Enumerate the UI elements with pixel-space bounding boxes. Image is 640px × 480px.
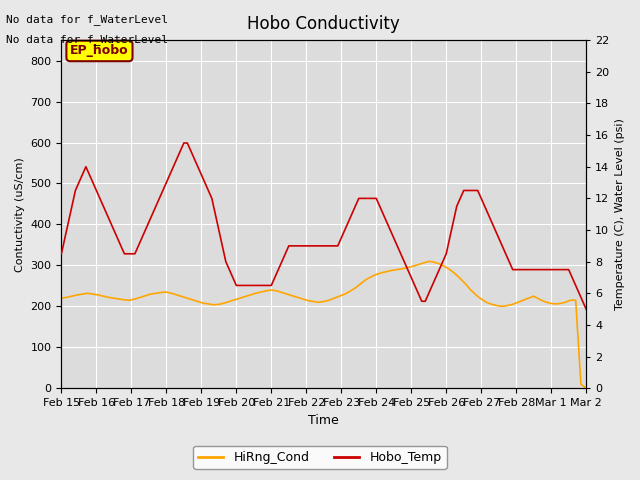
Y-axis label: Temperature (C), Water Level (psi): Temperature (C), Water Level (psi) [615,118,625,310]
Text: EP_hobo: EP_hobo [70,45,129,58]
Legend: HiRng_Cond, Hobo_Temp: HiRng_Cond, Hobo_Temp [193,446,447,469]
Title: Hobo Conductivity: Hobo Conductivity [248,15,400,33]
Text: No data for f_WaterLevel: No data for f_WaterLevel [6,14,168,25]
X-axis label: Time: Time [308,414,339,427]
Text: No data for f_WaterLevel: No data for f_WaterLevel [6,34,168,45]
Y-axis label: Contuctivity (uS/cm): Contuctivity (uS/cm) [15,157,25,272]
